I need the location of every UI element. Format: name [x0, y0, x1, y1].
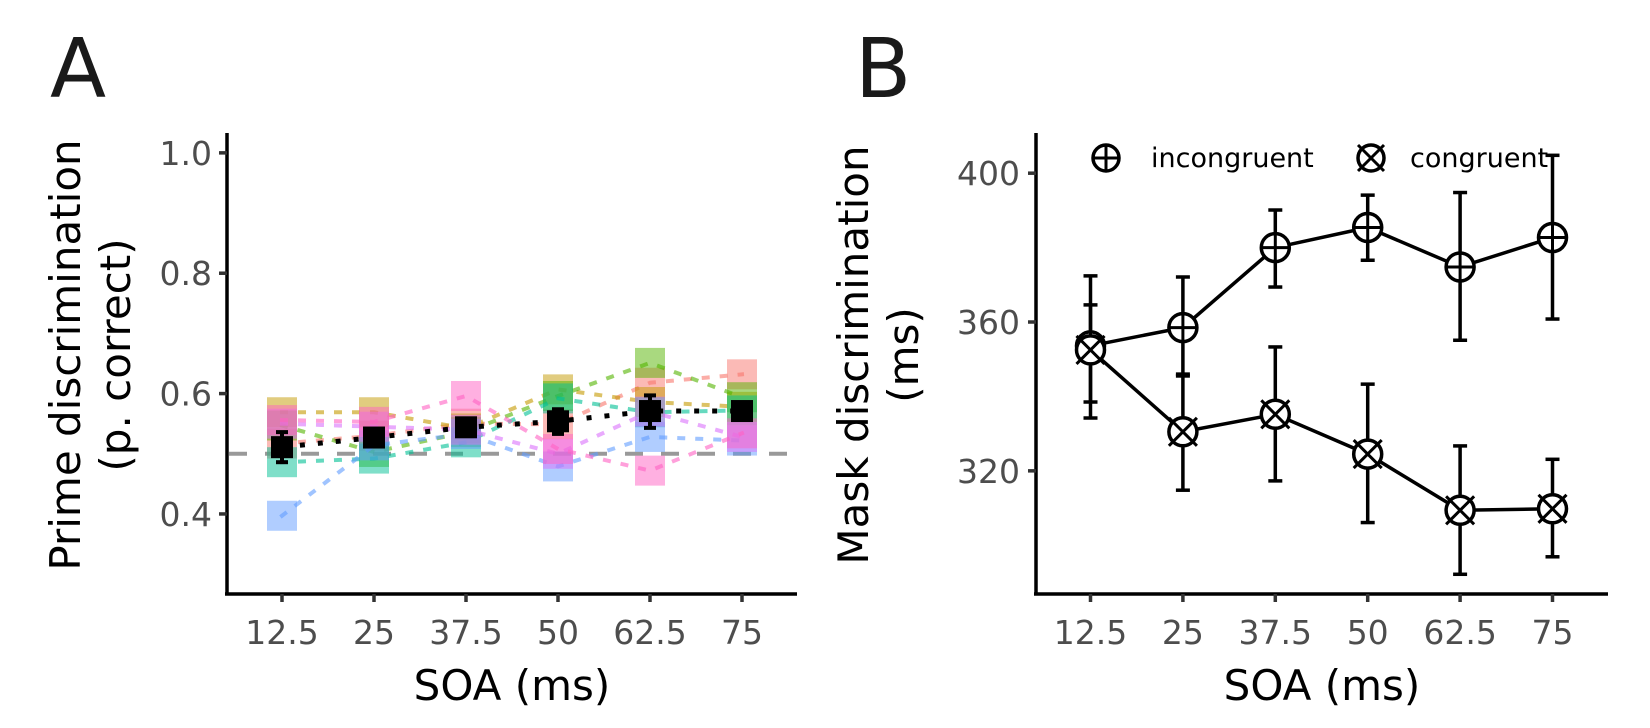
series-line — [279, 372, 745, 446]
mean-point — [547, 410, 569, 433]
x-tick-label: 25 — [353, 613, 395, 652]
series-participant-5 — [267, 418, 757, 531]
mean-point — [731, 400, 753, 423]
marker-congruent — [1444, 494, 1476, 527]
y-ticks: 320 360 400 — [957, 154, 1036, 491]
data-point — [727, 418, 757, 449]
legend-label-incongruent: incongruent — [1151, 143, 1314, 174]
legend-label-congruent: congruent — [1410, 143, 1548, 174]
x-tick-label: 50 — [537, 613, 579, 652]
y-tick-label: 320 — [957, 452, 1020, 491]
y-tick-label: 1.0 — [160, 134, 212, 173]
x-tick-label: 50 — [1347, 613, 1389, 652]
line-incongruent — [1090, 225, 1554, 348]
x-tick-label: 25 — [1162, 613, 1204, 652]
x-tick-label: 37.5 — [1239, 613, 1312, 652]
x-tick-label: 75 — [721, 613, 763, 652]
series-line — [279, 360, 745, 455]
y-tick-label: 0.6 — [160, 375, 212, 414]
x-axis-title: SOA (ms) — [1224, 661, 1421, 710]
panel-b: 320 360 400 12.5 25 37.5 50 62.5 75 SOA (ms) Ma… — [829, 133, 1608, 710]
y-tick-label: 400 — [957, 154, 1020, 193]
data-point — [267, 500, 297, 531]
data-point — [635, 347, 665, 378]
markers — [1074, 211, 1569, 527]
data-point — [267, 405, 297, 436]
series-line — [279, 409, 745, 456]
x-tick-label: 37.5 — [429, 613, 502, 652]
marker-congruent — [1259, 398, 1292, 431]
marker-diag-2 — [1356, 143, 1386, 173]
legend-item-incongruent — [1091, 143, 1121, 173]
mean-point — [639, 400, 661, 423]
legend-item-congruent — [1356, 143, 1386, 173]
panel-b-letter: B — [855, 22, 911, 117]
marker-diag-2 — [1445, 495, 1476, 526]
marker-diag-2 — [1352, 439, 1383, 470]
y-tick-label: 0.4 — [160, 495, 212, 534]
marker-diag-2 — [1260, 399, 1291, 430]
panel-a-letter: A — [50, 22, 106, 117]
line-congruent — [1089, 348, 1553, 513]
marker-incongruent — [1536, 221, 1569, 254]
marker-diag-2 — [1537, 493, 1568, 524]
y-axis-title-line-2: (p. correct) — [91, 238, 140, 471]
y-axis-title-line-1: Prime discrimination — [41, 139, 90, 570]
y-axis-title-line-2: (ms) — [879, 307, 928, 403]
series-participant-7 — [267, 380, 757, 486]
marker-diag-2 — [1075, 334, 1106, 365]
series-participant-2 — [267, 374, 757, 444]
y-tick-label: 0.8 — [160, 254, 212, 293]
x-tick-label: 62.5 — [1423, 613, 1496, 652]
x-tick-label: 62.5 — [613, 613, 686, 652]
x-ticks: 12.5 25 37.5 50 62.5 75 — [245, 594, 763, 652]
y-tick-label: 360 — [957, 303, 1020, 342]
series-line — [279, 393, 745, 473]
x-tick-label: 12.5 — [1054, 613, 1127, 652]
marker-incongruent — [1259, 231, 1292, 264]
series-participant-4 — [267, 383, 757, 478]
data-point — [635, 455, 665, 486]
y-axis-title-line-1: Mask discrimination — [829, 145, 878, 564]
x-ticks: 12.5 25 37.5 50 62.5 75 — [1054, 594, 1574, 652]
data-point — [543, 433, 573, 464]
series-line — [279, 431, 745, 519]
x-axis-title: SOA (ms) — [414, 661, 611, 710]
marker-congruent — [1351, 438, 1384, 470]
marker-congruent — [1167, 416, 1199, 448]
legend-key-incongruent-icon — [1091, 143, 1121, 173]
series-line — [280, 387, 745, 431]
mean-point — [363, 426, 385, 449]
mean-point — [455, 416, 477, 439]
marker-congruent — [1536, 493, 1569, 525]
marker-incongruent — [1351, 211, 1384, 244]
marker-congruent — [1074, 334, 1107, 366]
series-lines — [1089, 225, 1554, 513]
panel-a: 0.4 0.6 0.8 1.0 12.5 25 37.5 50 62.5 75 SOA (ms)… — [41, 133, 797, 710]
mean-line — [281, 408, 742, 450]
legend: incongruent congruent — [1091, 143, 1548, 174]
mean-point — [271, 436, 293, 459]
marker-incongruent — [1167, 311, 1199, 344]
mean-series — [271, 393, 753, 465]
x-tick-label: 12.5 — [245, 613, 318, 652]
y-ticks: 0.4 0.6 0.8 1.0 — [160, 134, 227, 534]
marker-diag-2 — [1167, 416, 1198, 447]
legend-key-congruent-icon — [1356, 143, 1386, 173]
marker-incongruent — [1444, 251, 1476, 283]
data-point — [451, 380, 481, 411]
x-tick-label: 75 — [1532, 613, 1574, 652]
